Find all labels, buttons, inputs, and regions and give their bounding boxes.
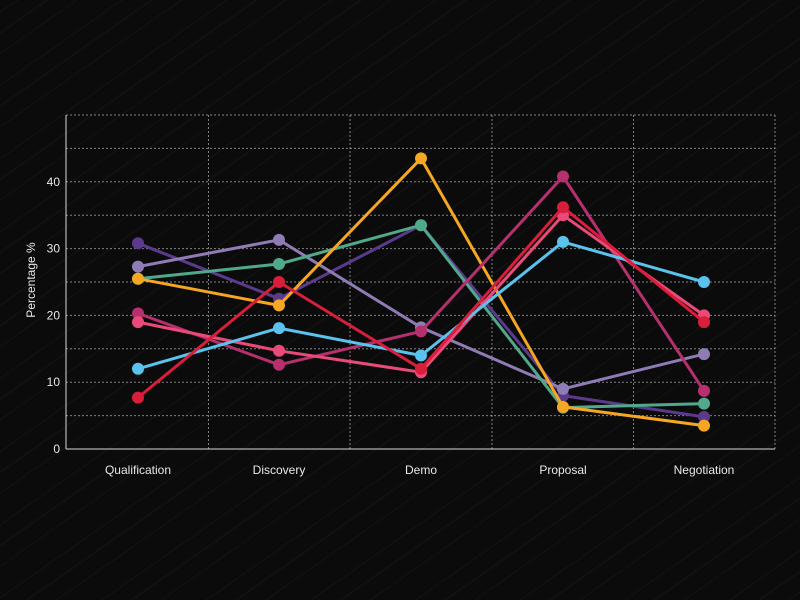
data-point — [698, 316, 710, 329]
data-point — [415, 152, 427, 165]
y-axis-label: Percentage % — [24, 242, 38, 318]
data-point — [415, 219, 427, 232]
data-point — [273, 322, 285, 335]
x-tick-label: Demo — [405, 463, 437, 477]
x-tick-label: Discovery — [253, 463, 306, 477]
data-point — [415, 325, 427, 338]
x-tick-label: Qualification — [105, 463, 171, 477]
data-point — [557, 400, 569, 413]
data-point — [273, 233, 285, 246]
series-lines — [132, 152, 710, 432]
y-tick-label: 10 — [47, 375, 61, 389]
data-point — [698, 384, 710, 397]
data-point — [415, 362, 427, 375]
y-tick-label: 20 — [47, 308, 61, 322]
data-point — [557, 170, 569, 183]
series-group — [132, 201, 710, 404]
x-tick-label: Negotiation — [674, 463, 735, 477]
data-point — [273, 344, 285, 357]
data-point — [698, 348, 710, 361]
tick-labels: 0 10 20 30 40 Qualification Discovery Demo Propo… — [47, 175, 735, 477]
data-point — [132, 362, 144, 375]
data-point — [273, 299, 285, 312]
series-group — [132, 152, 710, 432]
data-point — [557, 382, 569, 395]
data-point — [273, 276, 285, 288]
data-point — [132, 260, 144, 273]
data-point — [273, 258, 285, 270]
data-point — [557, 201, 569, 214]
axes: Percentage % — [24, 115, 775, 450]
y-tick-label: 0 — [53, 442, 60, 456]
x-tick-label: Proposal — [539, 463, 586, 477]
data-point — [132, 391, 144, 404]
series-group — [132, 235, 710, 375]
data-point — [132, 316, 144, 329]
data-point — [132, 307, 144, 320]
data-point — [698, 410, 710, 423]
y-tick-label: 40 — [47, 175, 61, 189]
data-point — [698, 419, 710, 432]
data-point — [132, 237, 144, 250]
data-point — [132, 272, 144, 285]
data-point — [273, 358, 285, 371]
y-tick-label: 30 — [47, 242, 61, 256]
data-point — [415, 349, 427, 362]
data-point — [557, 235, 569, 248]
data-point — [698, 276, 710, 288]
data-point — [698, 397, 710, 410]
